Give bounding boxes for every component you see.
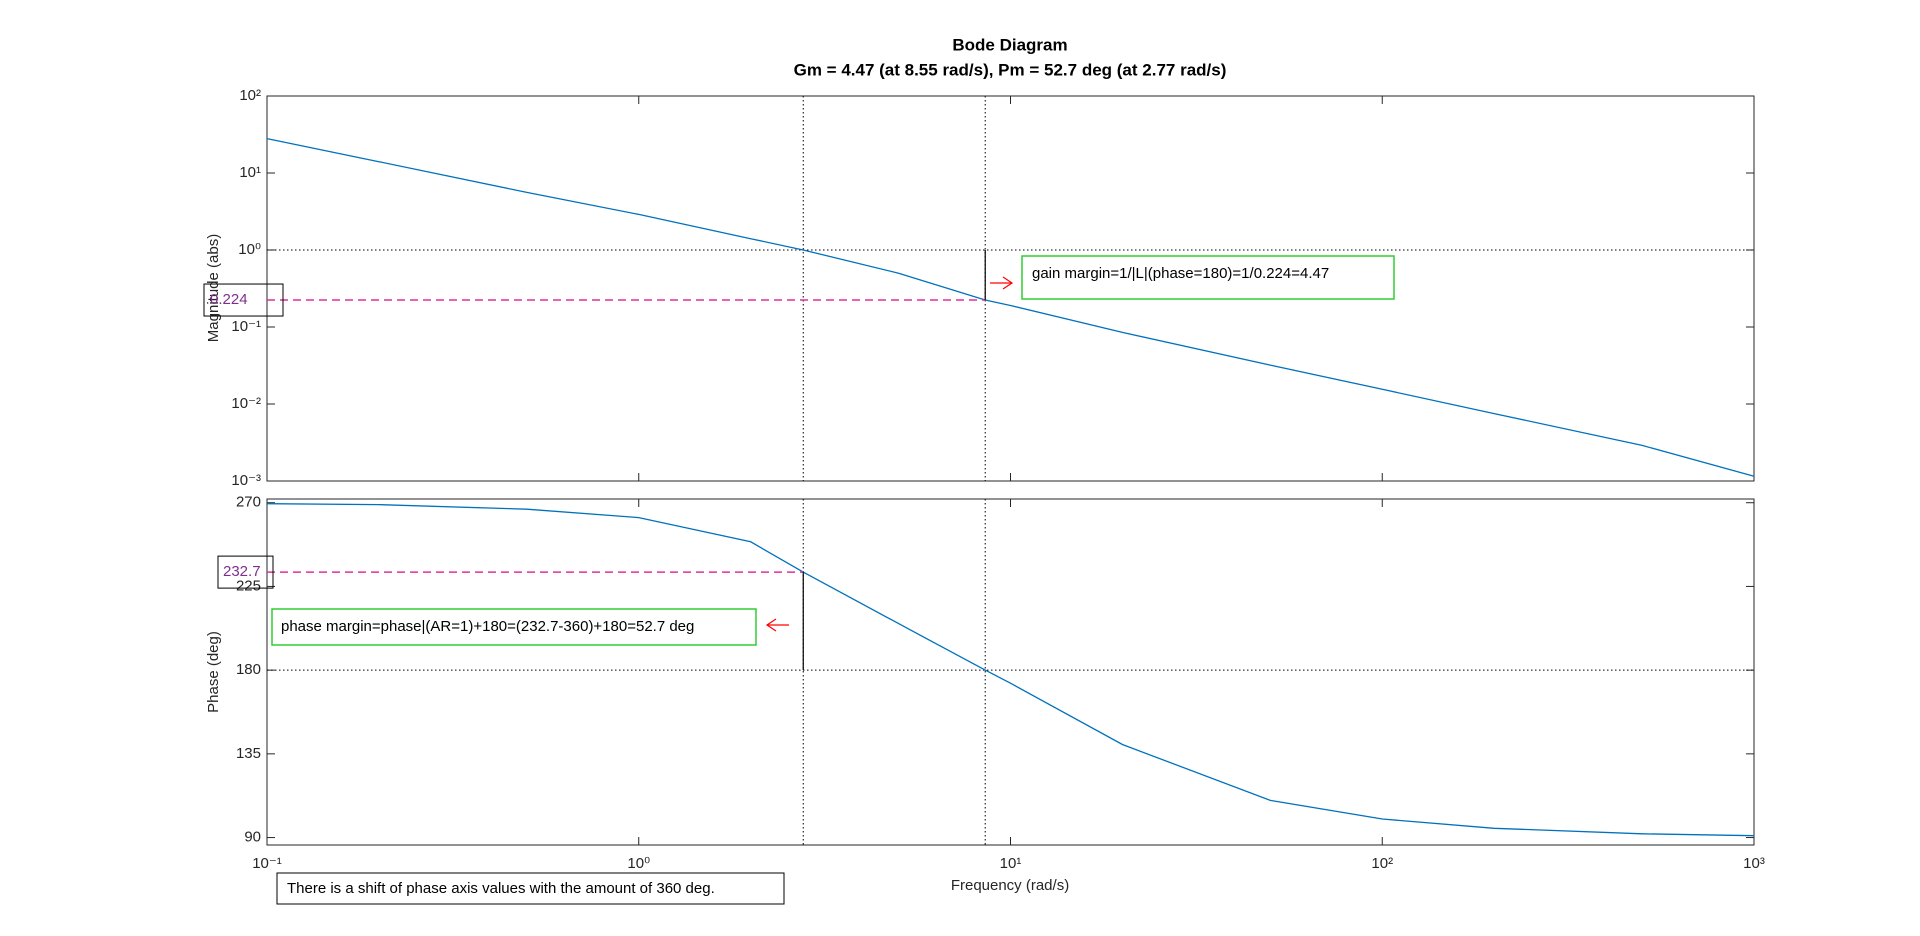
annotation-box bbox=[271, 608, 757, 646]
chart-title: Bode Diagram bbox=[952, 35, 1067, 54]
x-axis-label: Frequency (rad/s) bbox=[951, 877, 1069, 894]
y-tick-label: 10² bbox=[239, 87, 261, 104]
annotation: phase margin=phase|(AR=1)+180=(232.7-360… bbox=[281, 618, 694, 635]
marker-label: 232.7 bbox=[223, 563, 261, 580]
arrow bbox=[765, 618, 789, 632]
y-tick-label: 135 bbox=[236, 745, 261, 762]
y-axis-label: Phase (deg) bbox=[205, 631, 222, 713]
y-tick-label: 10⁻² bbox=[231, 395, 261, 412]
annotation: gain margin=1/|L|(phase=180)=1/0.224=4.4… bbox=[1032, 265, 1329, 282]
plot-area bbox=[266, 498, 1755, 846]
marker-label: 0.224 bbox=[210, 291, 248, 308]
y-tick-label: 225 bbox=[236, 577, 261, 594]
y-axis-label: Magnitude (abs) bbox=[205, 234, 222, 342]
y-tick-label: 10⁰ bbox=[238, 241, 261, 258]
plot-area bbox=[266, 95, 1755, 482]
axes: 10⁻³ 10⁻² 10⁻¹ 10⁰ 10¹ 10² bbox=[231, 87, 1755, 489]
y-tick-label: 180 bbox=[236, 661, 261, 678]
chart-subtitle: Gm = 4.47 (at 8.55 rad/s), Pm = 52.7 deg… bbox=[794, 60, 1227, 79]
x-tick-label: 10² bbox=[1371, 855, 1393, 872]
marker-label-box bbox=[217, 555, 274, 589]
y-tick-label: 10⁻¹ bbox=[231, 318, 261, 335]
arrow bbox=[990, 276, 1014, 290]
x-tick-label: 10⁻¹ bbox=[252, 855, 282, 872]
curve bbox=[266, 503, 1755, 837]
y-tick-label: 10¹ bbox=[239, 164, 261, 181]
annotation-box bbox=[1021, 255, 1395, 300]
x-tick-label: 10⁰ bbox=[627, 855, 650, 872]
note-box bbox=[276, 872, 785, 905]
x-tick-label: 10¹ bbox=[1000, 855, 1022, 872]
axes: 90 135 180 225 270 10⁻¹ 10⁰ 10¹ 10² 10³ bbox=[236, 494, 1765, 872]
y-tick-label: 10⁻³ bbox=[231, 472, 261, 489]
y-tick-label: 90 bbox=[244, 829, 261, 846]
marker-label-box bbox=[203, 283, 284, 317]
x-tick-label: 10³ bbox=[1743, 855, 1765, 872]
note: There is a shift of phase axis values wi… bbox=[287, 880, 715, 897]
y-tick-label: 270 bbox=[236, 494, 261, 511]
